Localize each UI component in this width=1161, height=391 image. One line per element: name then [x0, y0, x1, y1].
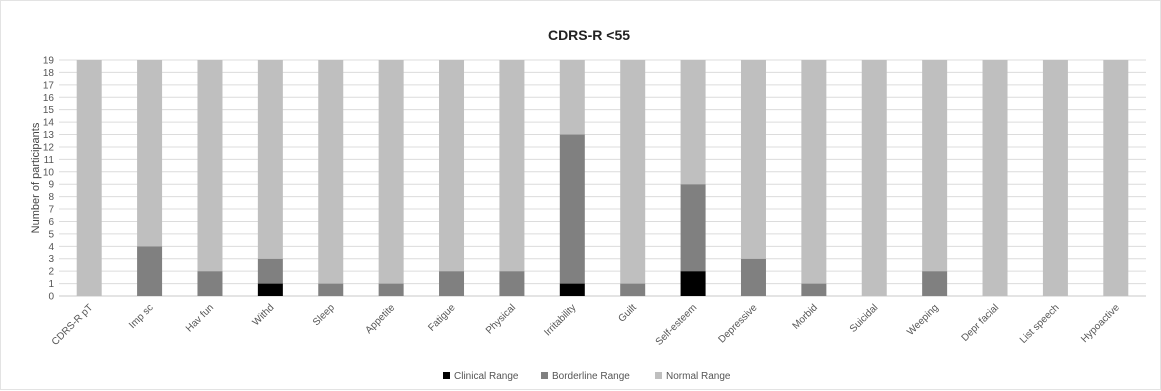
bar-segment-borderline-range [559, 134, 585, 284]
x-tick-label: Morbid [791, 302, 820, 331]
bar-segment-normal-range [499, 60, 525, 272]
y-axis-label: Number of participants [30, 122, 42, 233]
x-tick-label: Sleep [311, 302, 337, 328]
bar-segment-borderline-range [197, 271, 223, 296]
y-tick-label: 2 [48, 267, 54, 278]
x-tick-label: Suicidal [848, 302, 881, 335]
bar-segment-normal-range [982, 60, 1008, 296]
y-tick-label: 5 [48, 229, 54, 240]
bar-segment-normal-range [740, 60, 766, 259]
bar-segment-borderline-range [378, 283, 404, 296]
bar-segment-normal-range [620, 60, 646, 284]
x-tick-label: List speech [1018, 302, 1062, 346]
y-tick-label: 17 [43, 80, 55, 91]
bar-segment-clinical-range [559, 283, 585, 296]
y-tick-label: 8 [48, 192, 54, 203]
legend-label: Normal Range [666, 371, 731, 382]
y-tick-label: 9 [48, 180, 54, 191]
legend-swatch [443, 372, 450, 379]
x-tick-label: Depr facial [960, 302, 1002, 344]
bar-segment-borderline-range [439, 271, 465, 296]
bar-segment-borderline-range [620, 283, 646, 296]
x-tick-label: Irritability [542, 302, 578, 338]
legend-swatch [655, 372, 662, 379]
bar-segment-normal-range [559, 60, 585, 135]
x-tick-label: Fatigue [426, 302, 458, 334]
y-tick-label: 3 [48, 254, 54, 265]
x-tick-label: Imp sc [127, 302, 156, 331]
bar-segment-normal-range [439, 60, 465, 272]
bar-segment-normal-range [1103, 60, 1129, 296]
y-tick-label: 12 [43, 142, 55, 153]
y-tick-label: 4 [48, 242, 54, 253]
bar-segment-borderline-range [318, 283, 344, 296]
y-tick-label: 0 [48, 292, 54, 303]
bar-segment-normal-range [137, 60, 163, 247]
y-tick-label: 10 [43, 167, 55, 178]
grid-layer [59, 59, 1146, 297]
bar-segment-borderline-range [801, 283, 827, 296]
legend: Clinical Range Borderline Range Normal Ran… [443, 371, 731, 382]
chart-title: CDRS-R <55 [548, 27, 630, 43]
bars [76, 60, 1129, 296]
y-tick-label: 13 [43, 130, 55, 141]
bar-segment-normal-range [257, 60, 283, 259]
x-tick-label: Withd [251, 302, 277, 328]
bar-segment-borderline-range [137, 246, 163, 296]
y-tick-label: 18 [43, 68, 55, 79]
bar-segment-normal-range [197, 60, 223, 272]
bar-segment-borderline-range [257, 258, 283, 284]
y-tick-label: 11 [44, 155, 55, 166]
x-tick-label: Self-esteem [654, 302, 700, 348]
x-tick-label: CDRS-R pT [50, 302, 95, 347]
x-tick-label: Depressive [716, 302, 759, 345]
legend-label: Borderline Range [552, 371, 630, 382]
x-tick-label: Hav fun [184, 302, 216, 334]
bar-segment-borderline-range [680, 184, 706, 272]
bar-segment-clinical-range [257, 283, 283, 296]
y-tick-label: 15 [43, 105, 55, 116]
y-tick-label: 14 [43, 118, 55, 129]
x-tick-label: Appetite [364, 302, 398, 336]
y-tick-label: 7 [48, 205, 54, 216]
y-tick-label: 6 [48, 217, 54, 228]
x-tick-label: Hypoactive [1079, 302, 1122, 345]
bar-segment-normal-range [1042, 60, 1068, 296]
bar-segment-borderline-range [740, 258, 766, 296]
bar-segment-clinical-range [680, 271, 706, 296]
x-tick-label: Weeping [905, 302, 941, 338]
legend-swatch [541, 372, 548, 379]
legend-label: Clinical Range [454, 371, 519, 382]
bar-segment-normal-range [922, 60, 948, 272]
bar-segment-normal-range [378, 60, 404, 284]
bar-segment-normal-range [801, 60, 827, 284]
y-tick-label: 1 [48, 279, 54, 290]
y-tick-label: 16 [43, 93, 55, 104]
bar-segment-normal-range [861, 60, 887, 296]
bar-segment-normal-range [680, 60, 706, 185]
bar-segment-normal-range [76, 60, 102, 296]
y-tick-label: 19 [43, 56, 55, 67]
bar-segment-borderline-range [499, 271, 525, 296]
bar-segment-borderline-range [922, 271, 948, 296]
x-tick-label: Guilt [616, 302, 638, 324]
x-tick-labels: CDRS-R pT Imp sc Hav fun Withd Sleep Appetite… [50, 302, 1122, 348]
bar-segment-normal-range [318, 60, 344, 284]
x-tick-label: Physical [484, 302, 518, 336]
